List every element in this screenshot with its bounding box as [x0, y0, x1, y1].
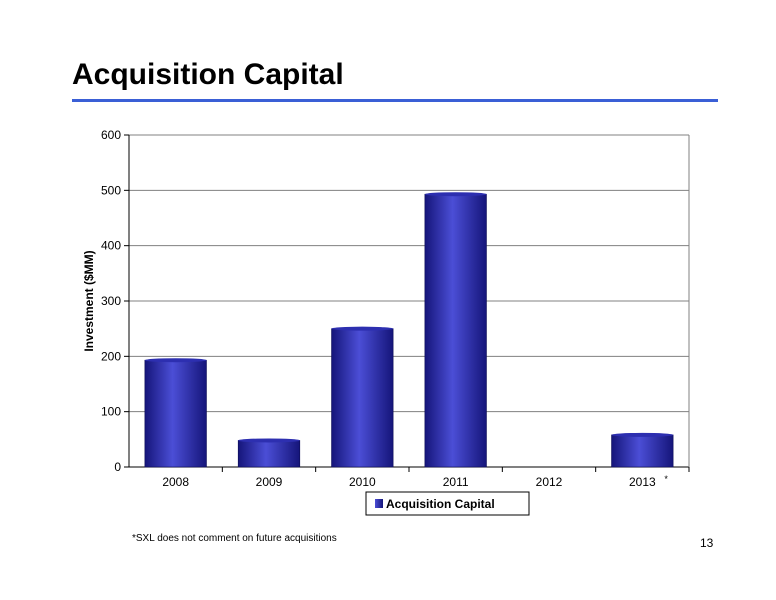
title-underline — [72, 99, 718, 102]
x-tick-label: 2011 — [443, 475, 469, 489]
legend-label: Acquisition Capital — [386, 497, 495, 511]
tick-labels: 0 100 200 300 400 500 600 2008 2009 2010 2011 2012 2… — [101, 128, 668, 489]
x-tick-label: 2009 — [256, 475, 283, 489]
gridlines — [129, 134, 689, 468]
bar-cap-2013 — [611, 432, 674, 437]
bar-cap-2009 — [238, 438, 300, 443]
bar-cap-2011 — [424, 192, 487, 197]
legend: Acquisition Capital — [365, 491, 530, 516]
y-tick-label: 300 — [101, 294, 121, 308]
x-tick-label: 2013 — [629, 475, 656, 489]
page-number: 13 — [700, 536, 714, 550]
x-tick-label: 2008 — [162, 475, 189, 489]
y-tick-label: 0 — [114, 460, 121, 474]
y-tick-label: 200 — [101, 349, 121, 363]
bar-2010 — [331, 328, 394, 468]
x-tick-label: 2010 — [349, 475, 376, 489]
bar-2013 — [611, 434, 674, 468]
slide-title: Acquisition Capital — [72, 58, 344, 91]
bar-2009 — [237, 440, 301, 468]
axes — [124, 134, 690, 472]
y-axis-label: Investment ($MM) — [82, 250, 96, 351]
bar-cap-2010 — [331, 326, 394, 331]
y-tick-label: 100 — [101, 405, 121, 419]
bar-2011 — [424, 193, 487, 468]
y-tick-label: 500 — [101, 183, 121, 197]
y-tick-label: 600 — [101, 128, 121, 142]
footnote: *SXL does not comment on future acquisit… — [132, 533, 337, 544]
legend-box — [365, 491, 530, 516]
legend-swatch — [375, 499, 383, 508]
y-tick-label: 400 — [101, 239, 121, 253]
bar-2008 — [144, 359, 207, 468]
bar-cap-2008 — [144, 358, 207, 363]
x-tick-label: 2012 — [536, 475, 563, 489]
bars — [144, 192, 674, 468]
annotation-asterisk: * — [664, 474, 668, 484]
